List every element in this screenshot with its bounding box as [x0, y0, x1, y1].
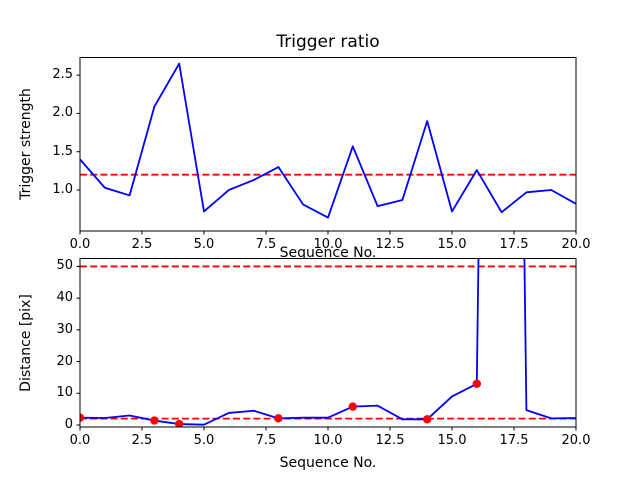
- x-tick-label: 15.0: [437, 237, 467, 252]
- trigger-strength-line: [80, 62, 576, 219]
- x-tick-label: 17.5: [499, 237, 529, 252]
- x-tick-label: 20.0: [561, 237, 591, 252]
- top-chart-title: Trigger ratio: [276, 32, 380, 52]
- y-tick-label: 10: [56, 385, 73, 401]
- y-tick-label: 1.0: [52, 182, 73, 198]
- y-tick-label: 30: [56, 321, 73, 337]
- x-tick-label: 5.0: [193, 433, 215, 448]
- top-x-axis-label-text: Sequence No.: [279, 246, 377, 259]
- y-tick-label: 2.0: [52, 105, 73, 121]
- trigger-event-marker: [175, 419, 184, 427]
- y-tick-label: 1.5: [52, 143, 73, 159]
- bottom-y-axis-label: Distance [pix]: [18, 294, 34, 392]
- trigger-event-marker: [348, 402, 357, 411]
- x-tick-label: 17.5: [499, 433, 529, 448]
- y-tick-label: 2.5: [52, 67, 73, 83]
- x-tick-label: 2.5: [131, 433, 153, 448]
- x-tick-label: 7.5: [255, 237, 277, 252]
- y-tick-label: 50: [56, 258, 73, 274]
- x-tick-label: 20.0: [561, 433, 591, 448]
- x-tick-label: 12.5: [375, 237, 405, 252]
- top-x-axis-label-clipped: Sequence No.: [80, 246, 576, 259]
- trigger-event-marker: [274, 414, 283, 423]
- x-tick-label: 15.0: [437, 433, 467, 448]
- x-tick-label: 7.5: [255, 433, 277, 448]
- x-tick-label: 0.0: [69, 237, 91, 252]
- trigger-event-marker: [472, 379, 481, 388]
- x-tick-label: 12.5: [375, 433, 405, 448]
- trigger-event-marker: [423, 415, 432, 424]
- x-tick-label: 5.0: [193, 237, 215, 252]
- axes-frame: [79, 258, 577, 428]
- y-tick-label: 0: [64, 417, 73, 432]
- y-tick-label: 20: [56, 353, 73, 369]
- x-tick-label: 10.0: [313, 433, 343, 448]
- axes-frame: [79, 57, 577, 232]
- x-tick-label: 10.0: [313, 237, 343, 252]
- bottom-x-axis-label: Sequence No.: [279, 455, 377, 471]
- x-tick-label: 2.5: [131, 237, 153, 252]
- trigger-event-marker: [80, 413, 85, 422]
- x-tick-label: 0.0: [69, 433, 91, 448]
- y-tick-label: 40: [56, 290, 73, 306]
- distance-line: [80, 258, 576, 426]
- trigger-event-marker: [150, 416, 159, 425]
